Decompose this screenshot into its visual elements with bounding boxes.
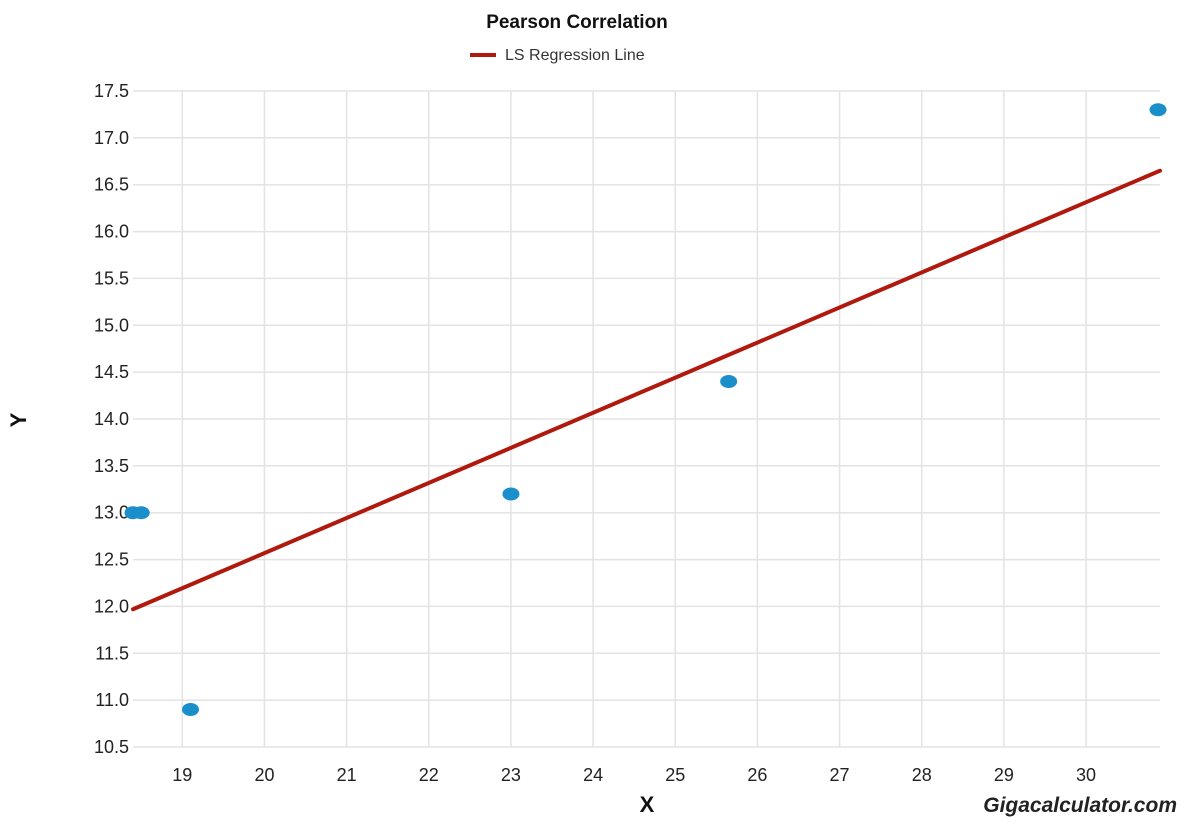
y-tick-label: 13.0 (94, 503, 129, 523)
x-axis-title: X (640, 792, 655, 817)
x-tick-label: 29 (994, 765, 1014, 785)
y-tick-label: 16.5 (94, 175, 129, 195)
y-tick-label: 15.5 (94, 268, 129, 288)
x-tick-label: 22 (419, 765, 439, 785)
grid (133, 90, 1160, 748)
watermark-text: Gigacalculator.com (983, 794, 1177, 817)
x-tick-label: 21 (337, 765, 357, 785)
chart-title: Pearson Correlation (486, 12, 668, 33)
y-tick-label: 11.5 (95, 643, 129, 663)
data-point (1149, 103, 1167, 117)
y-axis-title: Y (6, 412, 31, 427)
x-tick-label: 19 (172, 765, 192, 785)
y-tick-label: 14.5 (94, 362, 129, 382)
x-tick-label: 23 (501, 765, 521, 785)
y-tick-label: 14.0 (94, 409, 129, 429)
x-tick-label: 26 (747, 765, 767, 785)
y-tick-label: 17.5 (94, 81, 129, 101)
x-tick-label: 30 (1076, 765, 1096, 785)
x-tick-label: 20 (254, 765, 274, 785)
y-tick-label: 12.0 (94, 596, 129, 616)
x-tick-label: 27 (830, 765, 850, 785)
data-point (502, 487, 520, 501)
legend-label: LS Regression Line (505, 47, 645, 64)
y-tick-label: 10.5 (94, 737, 129, 757)
y-tick-label: 17.0 (94, 128, 129, 148)
data-point (720, 375, 738, 389)
data-point (182, 703, 200, 717)
x-tick-label: 24 (583, 765, 603, 785)
y-tick-label: 12.5 (94, 550, 129, 570)
regression-line (131, 168, 1162, 612)
y-tick-label: 16.0 (94, 222, 129, 242)
y-tick-label: 13.5 (94, 456, 129, 476)
x-tick-label: 28 (912, 765, 932, 785)
y-tick-label: 11.0 (95, 690, 129, 710)
y-tick-label: 15.0 (94, 315, 129, 335)
y-tick-labels: 10.5 11.0 11.5 12.0 12.5 13.0 13.5 14.0 14.5 15.0… (94, 81, 129, 757)
x-tick-labels: 19 20 21 22 23 24 25 26 27 28 29 30 (172, 765, 1096, 785)
data-point (132, 506, 150, 520)
x-tick-label: 25 (665, 765, 685, 785)
data-points (124, 103, 1167, 717)
